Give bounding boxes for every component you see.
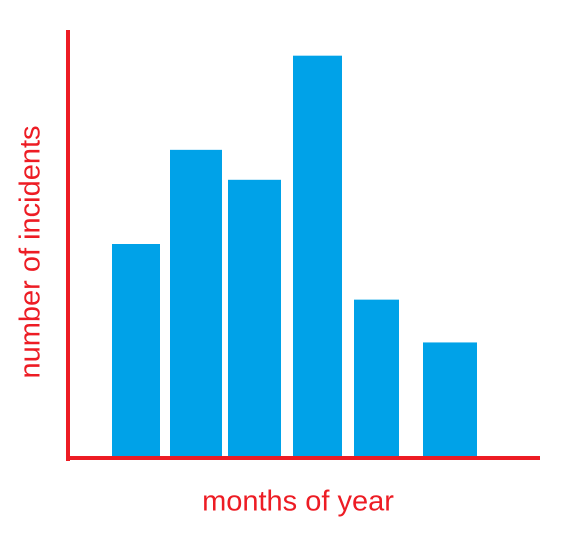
bar <box>228 179 281 459</box>
bar <box>354 299 399 458</box>
bar <box>170 149 222 458</box>
y-axis-label: number of incidents <box>15 125 47 378</box>
bar <box>112 244 160 458</box>
x-axis-label: months of year <box>202 486 394 518</box>
bar <box>293 55 342 459</box>
bar <box>423 342 477 458</box>
